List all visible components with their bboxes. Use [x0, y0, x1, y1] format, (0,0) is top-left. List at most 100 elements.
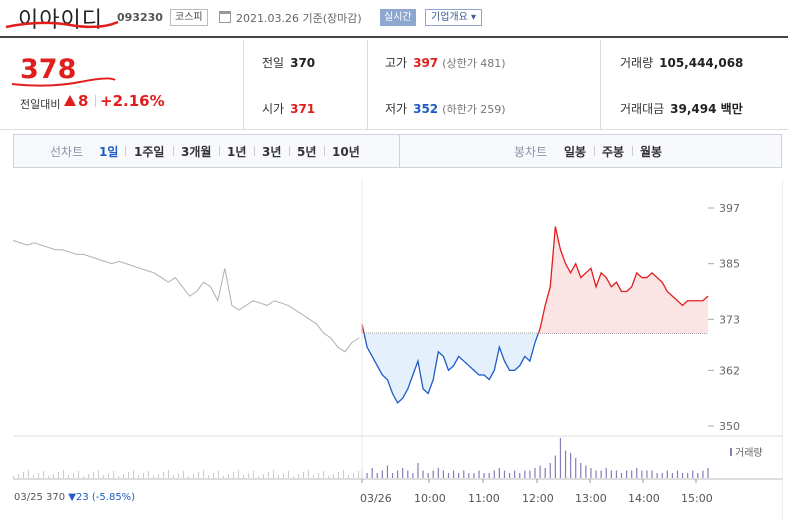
- volume-bar: [549, 463, 551, 478]
- high-price: 고가 397 (상한가 481): [385, 54, 506, 71]
- up-area-fill: [538, 226, 708, 334]
- x-tick-label: 15:00: [681, 492, 713, 505]
- realtime-button[interactable]: 실시간: [380, 9, 416, 26]
- prev-volume-bar: [43, 471, 44, 478]
- tab-monthly-candle[interactable]: 월봉: [640, 145, 663, 159]
- prev-change-percent: (-5.85%): [91, 492, 136, 503]
- volume-bar: [524, 470, 526, 478]
- divider: [600, 40, 601, 130]
- period-tab-bar: 선차트 1일 1주일 3개월 1년 3년 5년 10년 봉차트 일봉 주봉 월봉: [13, 134, 782, 168]
- candle-chart-label: 봉차트: [514, 145, 548, 159]
- prev-volume-bar: [308, 470, 309, 478]
- prev-volume-bar: [13, 476, 14, 478]
- volume-bar: [514, 470, 516, 478]
- volume-bar: [391, 473, 394, 478]
- prev-volume-bar: [208, 475, 209, 478]
- prev-volume-bar: [163, 472, 164, 478]
- volume-bar: [483, 473, 485, 478]
- tab-5year[interactable]: 5년: [297, 145, 317, 159]
- low-value: 352: [413, 102, 439, 116]
- prev-volume-bar: [273, 470, 274, 478]
- volume-bar: [422, 470, 424, 478]
- prev-volume-bar: [113, 471, 114, 478]
- volume-bar: [376, 473, 378, 478]
- prev-volume-bar: [168, 470, 169, 478]
- volume-bar: [631, 470, 633, 478]
- volume-bar: [417, 463, 419, 478]
- divider: [367, 40, 368, 130]
- volume-bar: [610, 470, 612, 478]
- tab-1year[interactable]: 1년: [227, 145, 247, 159]
- volume-bar: [661, 473, 663, 478]
- prev-volume-bar: [328, 476, 329, 478]
- prev-volume-bar: [48, 476, 49, 478]
- y-tick-label: 397: [719, 202, 740, 215]
- prev-volume-bar: [233, 472, 234, 478]
- y-tick-label: 373: [719, 313, 740, 326]
- amount-value: 39,494 백만: [670, 102, 743, 116]
- company-overview-button[interactable]: 기업개요 ▾: [425, 9, 482, 26]
- volume-bar: [641, 470, 643, 478]
- volume-bar: [681, 473, 684, 478]
- prev-volume-bar: [173, 475, 174, 478]
- prev-volume-bar: [98, 470, 99, 478]
- volume-bar: [503, 470, 506, 478]
- prev-volume-bar: [158, 474, 159, 478]
- prev-volume-bar: [318, 473, 319, 478]
- tab-1day[interactable]: 1일: [99, 145, 119, 159]
- volume-bar: [554, 455, 556, 478]
- open-value: 371: [290, 102, 316, 116]
- stock-code: 093230: [117, 11, 163, 24]
- prev-volume-bar: [78, 471, 79, 478]
- price-line-down: [363, 333, 540, 404]
- intraday-price-chart[interactable]: 397 385 373 362 350 거래량 03/26 10:00 11:00 12:00 13…: [13, 180, 783, 520]
- low-label: 저가: [385, 102, 408, 116]
- volume-bar: [463, 470, 465, 478]
- divider: [399, 135, 400, 167]
- prev-volume-bar: [148, 471, 149, 478]
- prev-volume-bar: [108, 473, 109, 478]
- divider: [219, 146, 220, 156]
- y-tick-label: 362: [719, 364, 740, 377]
- prev-volume-bar: [23, 472, 24, 478]
- tab-weekly-candle[interactable]: 주봉: [602, 145, 625, 159]
- tab-daily-candle[interactable]: 일봉: [564, 145, 587, 159]
- tab-3month[interactable]: 3개월: [181, 145, 212, 159]
- prev-volume-bar: [133, 470, 134, 478]
- volume-bar: [625, 470, 628, 478]
- volume-bar: [478, 470, 480, 478]
- volume-bar: [427, 473, 429, 478]
- prev-volume-bar: [263, 474, 264, 478]
- tab-3year[interactable]: 3년: [262, 145, 282, 159]
- prev-day-summary: 03/25 370 ▼23 (-5.85%): [14, 492, 135, 503]
- lower-limit: (하한가 259): [442, 103, 506, 116]
- volume-bar: [585, 465, 587, 478]
- down-area-fill: [364, 333, 539, 403]
- prev-volume-bar: [188, 476, 189, 478]
- divider: [125, 146, 126, 156]
- volume-bar: [397, 470, 399, 478]
- prev-volume-bar: [353, 473, 354, 478]
- prev-volume-bar: [93, 472, 94, 478]
- prev-volume-bar: [298, 474, 299, 478]
- volume-bar: [371, 468, 373, 478]
- divider: [289, 146, 290, 156]
- tab-1week[interactable]: 1주일: [134, 145, 165, 159]
- tab-10year[interactable]: 10년: [332, 145, 360, 159]
- market-badge: 코스피: [170, 9, 208, 26]
- red-underline-annotation: [5, 20, 119, 29]
- volume: 거래량 105,444,068: [620, 54, 743, 71]
- volume-bar: [544, 468, 546, 478]
- volume-bar: [488, 473, 490, 478]
- stock-name[interactable]: 이아이디: [18, 8, 103, 33]
- volume-bar: [473, 473, 475, 478]
- change-percent: +2.16%: [100, 92, 165, 110]
- prev-volume-bar: [103, 475, 104, 478]
- volume-label: 거래량: [620, 56, 654, 70]
- prev-close-label: 전일: [262, 56, 285, 70]
- low-price: 저가 352 (하한가 259): [385, 100, 506, 117]
- volume-bar: [458, 473, 460, 478]
- y-tick-label: 350: [719, 420, 740, 433]
- volume-bar: [570, 453, 572, 478]
- volume-bar: [468, 473, 470, 478]
